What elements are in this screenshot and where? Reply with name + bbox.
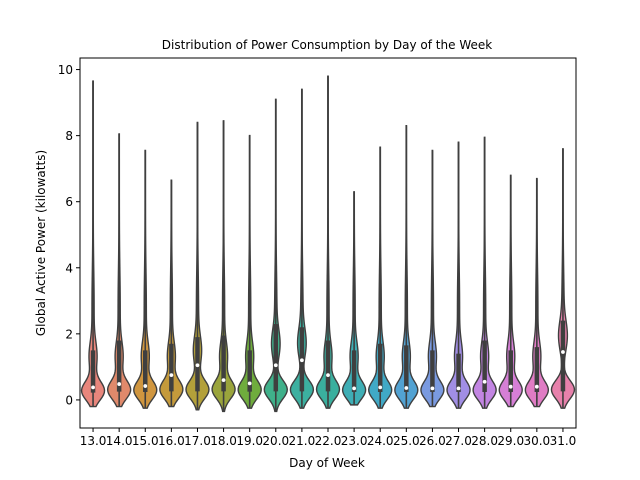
y-axis-label: Global Active Power (kilowatts) <box>34 150 48 336</box>
violin-median <box>378 385 383 390</box>
y-axis: 0 2 4 6 8 10 <box>58 63 80 407</box>
violin-median <box>91 385 95 390</box>
violin-median <box>247 381 252 386</box>
violin-19.0 <box>237 134 262 409</box>
x-tick-label: 31.0 <box>550 434 577 448</box>
violin-31.0 <box>550 148 576 409</box>
violin-median <box>326 373 330 378</box>
violin-18.0 <box>211 120 236 413</box>
violin-median <box>508 384 513 389</box>
violin-13.0 <box>80 80 106 408</box>
y-tick-label: 6 <box>65 195 73 209</box>
x-tick-label: 19.0 <box>236 434 263 448</box>
x-tick-label: 27.0 <box>445 434 472 448</box>
violin-median <box>352 386 357 391</box>
violin-25.0 <box>394 125 419 409</box>
violin-median <box>273 363 278 368</box>
violin-median <box>534 384 539 389</box>
x-tick-label: 28.0 <box>471 434 498 448</box>
y-tick-label: 10 <box>58 63 73 77</box>
violin-17.0 <box>185 121 210 411</box>
violin-16.0 <box>159 179 184 408</box>
x-tick-label: 30.0 <box>523 434 550 448</box>
violin-29.0 <box>498 174 523 408</box>
x-tick-label: 23.0 <box>341 434 368 448</box>
x-tick-label: 22.0 <box>315 434 342 448</box>
x-tick-label: 20.0 <box>262 434 289 448</box>
x-tick-label: 24.0 <box>367 434 394 448</box>
plot-area <box>80 75 576 413</box>
violin-27.0 <box>446 141 471 409</box>
violin-15.0 <box>133 149 158 409</box>
x-tick-label: 25.0 <box>393 434 420 448</box>
violin-median <box>299 358 304 363</box>
violin-24.0 <box>368 146 393 409</box>
y-tick-label: 4 <box>65 261 73 275</box>
violin-median <box>169 373 174 378</box>
violin-median <box>456 386 461 391</box>
violin-28.0 <box>472 136 497 409</box>
violin-22.0 <box>315 75 341 409</box>
violin-26.0 <box>420 149 445 408</box>
y-tick-label: 8 <box>65 129 73 143</box>
x-tick-label: 21.0 <box>289 434 316 448</box>
violin-median <box>143 384 148 388</box>
violin-median <box>430 386 435 391</box>
violin-median <box>221 378 226 382</box>
chart-title: Distribution of Power Consumption by Day… <box>162 38 492 52</box>
x-tick-label: 13.0 <box>80 434 107 448</box>
violin-20.0 <box>263 98 288 413</box>
x-tick-label: 16.0 <box>158 434 185 448</box>
x-axis-label: Day of Week <box>289 456 365 470</box>
x-tick-label: 15.0 <box>132 434 159 448</box>
violin-14.0 <box>106 133 132 408</box>
x-tick-label: 18.0 <box>210 434 237 448</box>
x-tick-label: 26.0 <box>419 434 446 448</box>
x-axis: 13.0 14.0 15.0 16.0 17.0 18.0 19.0 20.0 21.0 22.0… <box>80 428 577 448</box>
violin-median <box>561 350 565 354</box>
violin-23.0 <box>341 191 367 406</box>
x-tick-label: 17.0 <box>184 434 211 448</box>
violin-30.0 <box>524 177 550 408</box>
x-tick-label: 29.0 <box>497 434 524 448</box>
violin-median <box>482 379 487 384</box>
violin-median <box>117 382 122 386</box>
x-tick-label: 14.0 <box>106 434 133 448</box>
violin-median <box>404 386 409 390</box>
violin-21.0 <box>289 88 315 409</box>
y-tick-label: 2 <box>65 327 73 341</box>
y-tick-label: 0 <box>65 393 73 407</box>
violin-median <box>195 363 200 368</box>
